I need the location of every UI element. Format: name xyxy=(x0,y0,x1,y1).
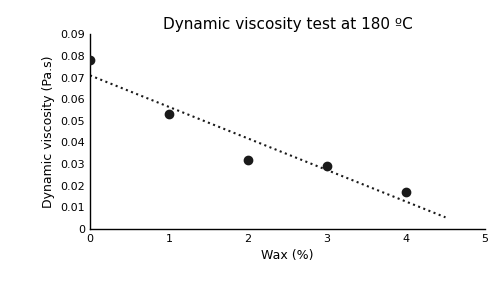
Point xyxy=(244,157,252,162)
Y-axis label: Dynamic viscosity (Pa.s): Dynamic viscosity (Pa.s) xyxy=(42,55,55,208)
Point xyxy=(323,164,331,168)
Point xyxy=(86,58,94,63)
Point xyxy=(402,190,410,194)
X-axis label: Wax (%): Wax (%) xyxy=(261,249,314,262)
Title: Dynamic viscosity test at 180 ºC: Dynamic viscosity test at 180 ºC xyxy=(162,17,412,32)
Point xyxy=(165,112,173,117)
